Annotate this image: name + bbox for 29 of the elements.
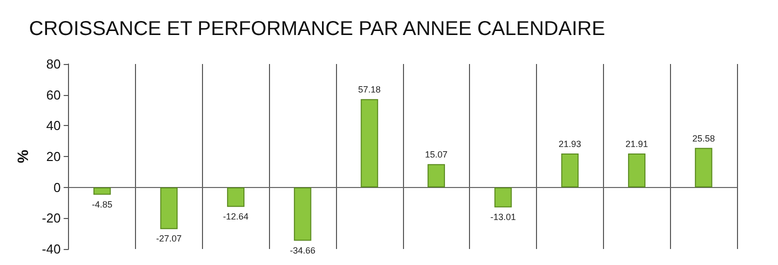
bar: [227, 187, 244, 207]
data-label: 21.91: [625, 139, 648, 150]
data-label: -27.07: [156, 234, 182, 244]
data-label: 57.18: [358, 84, 381, 95]
bar: [628, 154, 646, 188]
bar: [360, 99, 378, 188]
bar: [428, 164, 445, 188]
data-label: 25.58: [692, 133, 715, 144]
bar: [294, 187, 312, 241]
chart-title: CROISSANCE ET PERFORMANCE PAR ANNEE CALENDAIRE: [29, 18, 606, 40]
bar: [93, 187, 111, 195]
data-label: -12.64: [223, 211, 249, 222]
y-tick-label: -20: [42, 210, 61, 226]
data-label: 15.07: [424, 150, 448, 160]
y-tick-label: 40: [46, 118, 61, 134]
y-tick-label: -40: [42, 242, 61, 256]
data-label: -4.85: [92, 199, 112, 210]
data-label: 21.93: [558, 139, 582, 150]
bar: [494, 187, 512, 208]
y-tick-label: 60: [46, 87, 61, 102]
bar: [694, 148, 712, 188]
y-tick-label: 0: [53, 180, 61, 195]
bar: [561, 154, 579, 188]
y-axis-title: %: [15, 150, 32, 164]
y-tick-label: 20: [46, 149, 61, 164]
y-tick-label: 80: [46, 56, 61, 72]
data-label: -34.66: [290, 245, 316, 256]
bar: [160, 187, 178, 230]
data-label: -13.01: [490, 212, 516, 222]
